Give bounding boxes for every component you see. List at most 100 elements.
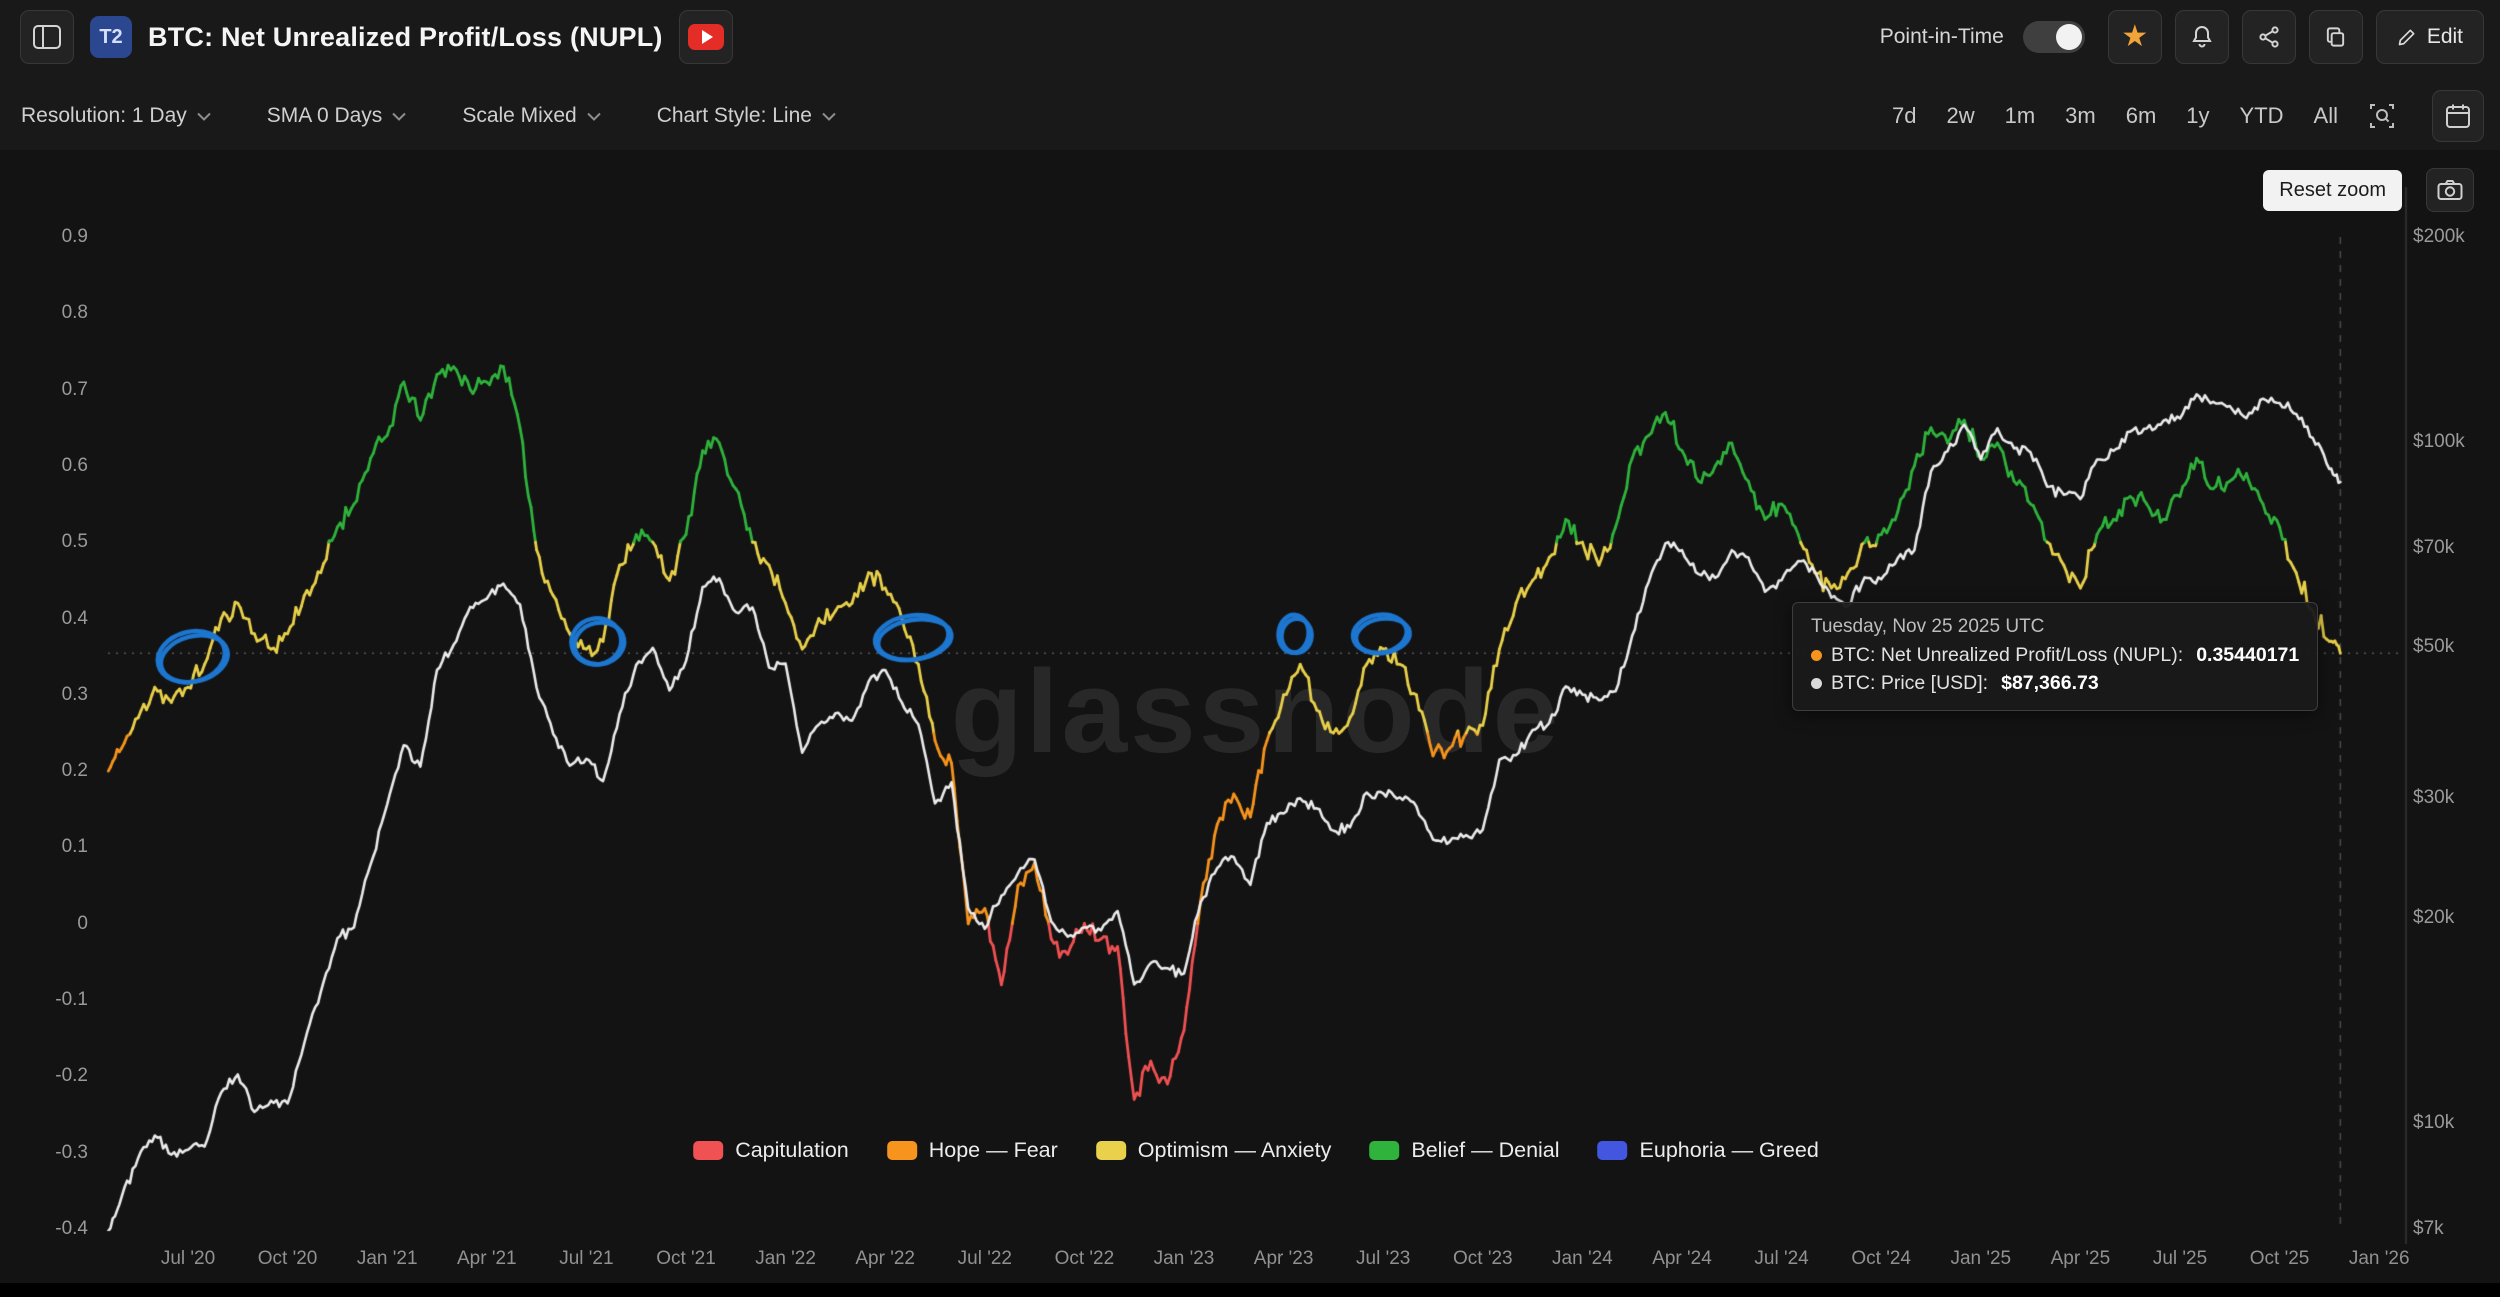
youtube-button[interactable] bbox=[678, 10, 733, 64]
x-axis-tick: Jul '23 bbox=[1356, 1248, 1411, 1269]
tooltip-series-dot bbox=[1811, 678, 1822, 689]
legend-item: Euphoria — Greed bbox=[1597, 1138, 1819, 1163]
legend-swatch bbox=[1095, 1141, 1126, 1160]
x-axis-tick: Jan '24 bbox=[1552, 1248, 1613, 1269]
sma-dropdown[interactable]: SMA 0 Days bbox=[267, 104, 407, 128]
point-in-time-toggle[interactable] bbox=[2022, 21, 2085, 53]
legend-item: Belief — Denial bbox=[1369, 1138, 1560, 1163]
x-axis-tick: Oct '20 bbox=[257, 1248, 318, 1269]
reset-zoom-button[interactable]: Reset zoom bbox=[2263, 170, 2402, 211]
tooltip-series-value: 0.35440171 bbox=[2196, 644, 2300, 666]
sma-dropdown-label: SMA 0 Days bbox=[266, 104, 383, 127]
right-axis-tick: $200k bbox=[2413, 226, 2465, 247]
legend-label: Belief — Denial bbox=[1411, 1138, 1560, 1162]
x-axis-tick: Jul '20 bbox=[160, 1248, 216, 1269]
tooltip-row: BTC: Net Unrealized Profit/Loss (NUPL): 0… bbox=[1811, 644, 2299, 667]
x-axis-tick: Jul '24 bbox=[1754, 1248, 1809, 1269]
share-button[interactable] bbox=[2241, 10, 2296, 64]
toggle-knob bbox=[2055, 24, 2082, 50]
range-2w[interactable]: 2w bbox=[1946, 103, 1975, 128]
left-axis-tick: 0.6 bbox=[61, 454, 88, 476]
tooltip-series-value: $87,366.73 bbox=[2001, 672, 2099, 694]
left-axis-tick: 0.4 bbox=[61, 607, 88, 629]
sidebar-panel-icon bbox=[33, 25, 61, 49]
x-axis-tick: Jan '23 bbox=[1153, 1248, 1215, 1269]
bottom-strip bbox=[0, 1283, 2500, 1297]
left-axis-tick: -0.3 bbox=[55, 1141, 88, 1163]
favorite-star-button[interactable]: ★ bbox=[2107, 10, 2162, 64]
x-axis-tick: Apr '23 bbox=[1253, 1248, 1314, 1269]
zoom-range-icon[interactable] bbox=[2368, 102, 2396, 130]
tooltip-series-label: BTC: Net Unrealized Profit/Loss (NUPL): bbox=[1831, 644, 2184, 666]
range-all[interactable]: All bbox=[2313, 103, 2338, 128]
tooltip-series-label: BTC: Price [USD]: bbox=[1831, 672, 1989, 694]
legend-swatch bbox=[886, 1141, 917, 1160]
resolution-dropdown[interactable]: Resolution: 1 Day bbox=[21, 104, 211, 128]
x-axis-tick: Apr '22 bbox=[855, 1248, 915, 1269]
range-3m[interactable]: 3m bbox=[2065, 103, 2096, 128]
right-axis-tick: $7k bbox=[2413, 1218, 2444, 1239]
range-1y[interactable]: 1y bbox=[2186, 103, 2210, 128]
legend-swatch bbox=[1597, 1141, 1628, 1160]
right-axis-tick: $70k bbox=[2413, 536, 2455, 558]
tooltip-date: Tuesday, Nov 25 2025 UTC bbox=[1811, 616, 2045, 637]
x-axis-tick: Apr '21 bbox=[456, 1248, 517, 1269]
youtube-icon bbox=[687, 24, 724, 50]
share-icon bbox=[2259, 26, 2279, 48]
left-axis-tick: 0.5 bbox=[61, 531, 88, 553]
time-range-toolbar: 7d 2w 1m 3m 6m 1y YTD All bbox=[1892, 96, 2396, 136]
chevron-down-icon bbox=[822, 112, 836, 121]
range-7d[interactable]: 7d bbox=[1892, 103, 1917, 128]
legend-label: Optimism — Anxiety bbox=[1137, 1138, 1332, 1162]
screenshot-camera-button[interactable] bbox=[2426, 168, 2474, 212]
x-axis-tick: Oct '24 bbox=[1851, 1248, 1911, 1269]
left-axis-tick: -0.1 bbox=[55, 989, 88, 1011]
scale-dropdown-label: Scale Mixed bbox=[462, 104, 577, 127]
x-axis-tick: Oct '25 bbox=[2249, 1248, 2310, 1269]
range-1m[interactable]: 1m bbox=[2004, 103, 2036, 128]
range-6m[interactable]: 6m bbox=[2125, 103, 2157, 128]
right-axis-tick: $50k bbox=[2413, 636, 2455, 658]
tooltip-series-dot bbox=[1811, 650, 1822, 661]
star-icon: ★ bbox=[2121, 20, 2149, 53]
left-axis-tick: 0.3 bbox=[61, 683, 88, 705]
page-title: BTC: Net Unrealized Profit/Loss (NUPL) bbox=[148, 21, 663, 52]
x-axis-tick: Jul '21 bbox=[559, 1248, 614, 1269]
right-axis-tick: $20k bbox=[2413, 907, 2455, 929]
left-axis-tick: 0.7 bbox=[61, 378, 88, 400]
range-ytd[interactable]: YTD bbox=[2239, 103, 2284, 128]
calendar-icon bbox=[2446, 104, 2470, 128]
x-axis-tick: Apr '24 bbox=[1652, 1248, 1712, 1269]
right-axis-tick: $100k bbox=[2413, 431, 2465, 453]
right-axis-tick: $10k bbox=[2413, 1112, 2455, 1134]
left-axis-tick: 0.1 bbox=[61, 836, 88, 858]
tooltip-row: BTC: Price [USD]: $87,366.73 bbox=[1811, 672, 2299, 695]
chevron-down-icon bbox=[197, 112, 211, 121]
legend-label: Euphoria — Greed bbox=[1639, 1138, 1819, 1162]
chart-style-dropdown[interactable]: Chart Style: Line bbox=[657, 104, 836, 128]
notifications-button[interactable] bbox=[2174, 10, 2229, 64]
scale-dropdown[interactable]: Scale Mixed bbox=[462, 104, 601, 128]
left-axis-tick: 0.2 bbox=[61, 760, 88, 782]
camera-icon bbox=[2437, 180, 2463, 200]
chart-settings-toolbar: Resolution: 1 Day SMA 0 Days Scale Mixed Ch… bbox=[21, 96, 836, 136]
legend-label: Hope — Fear bbox=[928, 1138, 1058, 1162]
legend-item: Optimism — Anxiety bbox=[1095, 1138, 1332, 1163]
left-axis-tick: -0.2 bbox=[55, 1065, 88, 1087]
pencil-icon bbox=[2398, 29, 2415, 46]
x-axis-tick: Oct '22 bbox=[1054, 1248, 1115, 1269]
chart-legend: Capitulation Hope — Fear Optimism — Anxiet… bbox=[693, 1138, 1819, 1163]
workbench-t2-badge[interactable]: T2 bbox=[90, 16, 132, 58]
copy-button[interactable] bbox=[2308, 10, 2363, 64]
x-axis-tick: Jul '25 bbox=[2152, 1248, 2208, 1269]
edit-button[interactable]: Edit bbox=[2375, 10, 2484, 64]
legend-label: Capitulation bbox=[735, 1138, 849, 1162]
left-axis-tick: -0.4 bbox=[55, 1218, 88, 1239]
bell-icon bbox=[2192, 25, 2212, 48]
left-axis-tick: 0.9 bbox=[61, 226, 88, 247]
sidebar-toggle-button[interactable] bbox=[20, 10, 74, 64]
legend-item: Capitulation bbox=[693, 1138, 849, 1163]
chart-tooltip: Tuesday, Nov 25 2025 UTC BTC: Net Unreal… bbox=[1792, 602, 2319, 711]
right-axis-tick: $30k bbox=[2413, 787, 2455, 809]
calendar-button[interactable] bbox=[2432, 90, 2484, 142]
